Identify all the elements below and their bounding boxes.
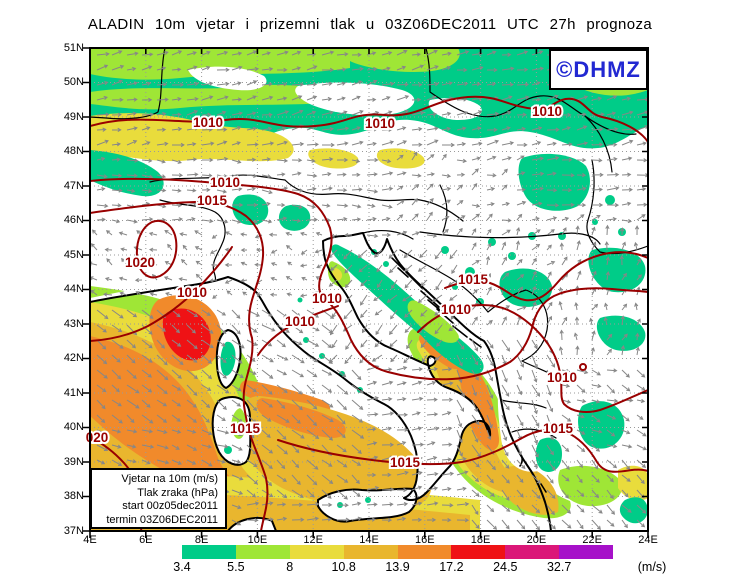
- tick-marks: [83, 47, 649, 538]
- pressure-label-1010-10: 1010: [441, 302, 471, 317]
- east-adriatic-coastline: [362, 232, 552, 531]
- legend-bound-8: 8: [286, 560, 294, 574]
- pressure-label-1015-4: 1015: [197, 193, 228, 208]
- pressure-label-1010-8: 1010: [285, 314, 315, 329]
- axis-ticks: [83, 47, 649, 538]
- sardinia-coastline: [211, 396, 252, 466]
- info-start-time: start 00z05dec2011: [122, 500, 218, 512]
- info-pressure-label: Tlak zraka (hPa): [137, 486, 218, 499]
- lon-tick-12E: 12E: [303, 534, 323, 546]
- legend-swatch-7: [559, 545, 613, 559]
- lon-tick-24E: 24E: [638, 534, 658, 546]
- legend-bound-24.5: 24.5: [493, 560, 518, 574]
- legend-swatch-2: [289, 545, 344, 559]
- legend-bound-10.8: 10.8: [331, 560, 356, 574]
- italy-coastline: [90, 232, 492, 502]
- legend-bound-32.7: 32.7: [546, 560, 572, 574]
- legend-swatch-3: [343, 545, 398, 559]
- lon-tick-4E: 4E: [83, 534, 97, 546]
- legend-bound-17.2: 17.2: [439, 560, 464, 574]
- lat-tick-51N: 51N: [63, 41, 84, 54]
- pressure-label-1020-5: 1020: [125, 255, 155, 270]
- pressure-label-1015-12: 1015: [543, 421, 574, 436]
- lat-tick-41N: 41N: [63, 386, 84, 399]
- lat-tick-40N: 40N: [63, 421, 84, 433]
- pressure-center-marker: [579, 363, 587, 371]
- lat-tick-45N: 45N: [63, 248, 84, 261]
- pressure-label-layer: 1010 1010 1010 1010 1015 1020 1010 1010 1010 1015…: [84, 102, 579, 472]
- lon-tick-6E: 6E: [139, 534, 153, 546]
- adriatic-islands: [391, 257, 547, 493]
- pressure-label-1010-3: 1010: [210, 175, 240, 190]
- pressure-label-1015-9: 1015: [458, 272, 489, 287]
- lat-tick-38N: 38N: [63, 490, 84, 502]
- wind-arrows: [90, 49, 648, 531]
- lat-tick-46N: 46N: [63, 214, 84, 226]
- map-info-box: Vjetar na 10m (m/s) Tlak zraka (hPa) sta…: [90, 468, 227, 529]
- lat-tick-47N: 47N: [63, 179, 84, 192]
- pressure-label-1015-13: 1015: [230, 421, 261, 436]
- legend-bound-13.9: 13.9: [385, 560, 410, 574]
- pressure-label-1010-1: 1010: [365, 116, 395, 131]
- legend-swatch-6: [505, 545, 560, 559]
- legend-units: (m/s): [637, 560, 667, 574]
- legend-swatch-0: [182, 545, 236, 559]
- lat-tick-48N: 48N: [63, 145, 84, 157]
- legend-bound-3.4: 3.4: [173, 560, 191, 574]
- legend-swatch-1: [235, 545, 290, 559]
- legend-bound-5.5: 5.5: [227, 560, 245, 574]
- lat-tick-49N: 49N: [63, 110, 84, 123]
- legend-swatch-5: [451, 545, 506, 559]
- info-wind-label: Vjetar na 10m (m/s): [121, 473, 218, 485]
- page-title: ALADIN 10m vjetar i prizemni tlak u 03Z0…: [87, 16, 653, 33]
- coastline-layer: [90, 48, 648, 531]
- lon-tick-14E: 14E: [359, 534, 379, 546]
- sicily-coastline: [317, 487, 418, 523]
- lon-tick-16E: 16E: [415, 534, 435, 546]
- pressure-label-1015-14: 1015: [390, 455, 421, 470]
- lon-tick-18E: 18E: [470, 534, 491, 546]
- dhmz-logo-text: ©DHMZ: [556, 56, 641, 82]
- lat-tick-37N: 37N: [63, 524, 84, 537]
- lat-tick-43N: 43N: [63, 317, 84, 330]
- graticule-lines: [90, 48, 648, 531]
- lon-tick-20E: 20E: [526, 534, 547, 546]
- pressure-label-1010-7: 1010: [312, 291, 342, 306]
- pressure-contour-layer: [90, 95, 648, 531]
- lon-tick-8E: 8E: [194, 534, 209, 546]
- pressure-label-1010-0: 1010: [193, 115, 223, 130]
- pressure-label-1010-11: 1010: [547, 370, 577, 385]
- pressure-label-1010-6: 1010: [177, 285, 207, 300]
- lat-tick-44N: 44N: [63, 283, 84, 295]
- wind-arrow-layer: [90, 49, 648, 531]
- lon-tick-10E: 10E: [247, 534, 268, 546]
- info-valid-time: termin 03Z06DEC2011: [106, 513, 218, 526]
- dhmz-watermark: ©DHMZ: [549, 49, 648, 90]
- lat-tick-39N: 39N: [63, 455, 84, 468]
- lat-tick-42N: 42N: [63, 352, 84, 364]
- pressure-label-1010-2: 1010: [532, 104, 562, 119]
- legend-swatch-4: [397, 545, 452, 559]
- corsica-coastline: [215, 329, 242, 389]
- graticule-layer: [90, 48, 648, 531]
- lon-tick-22E: 22E: [582, 534, 602, 546]
- tunisia-coastline: [227, 517, 277, 531]
- lat-tick-50N: 50N: [63, 76, 84, 88]
